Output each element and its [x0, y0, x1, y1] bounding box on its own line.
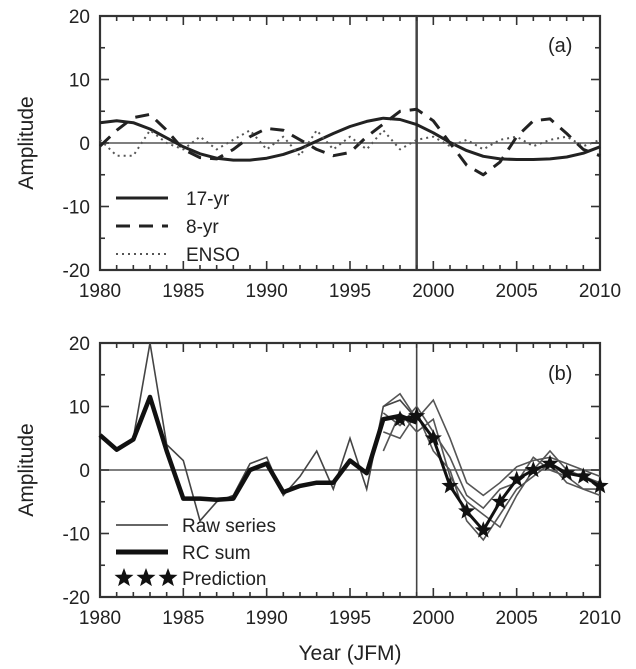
x-tick-label: 1990 [246, 281, 288, 302]
series-group-a [98, 107, 601, 177]
ensemble-line [382, 411, 601, 529]
y-axis-label-b: Amplitude [15, 423, 38, 516]
prediction-star-point [574, 467, 592, 484]
legend-label-enso: ENSO [186, 245, 240, 266]
x-tick-label: 1980 [79, 281, 121, 302]
prediction-star-point [424, 429, 442, 446]
prediction-star-point [441, 476, 459, 494]
legend-b: Raw series RC sum Prediction [114, 516, 276, 590]
x-axis-label: Year (JFM) [298, 642, 401, 665]
y-tick-label: -20 [63, 588, 90, 609]
panel-b: 1980 1985 1990 1995 2000 2005 2010-20-1001020 … [15, 334, 621, 665]
prediction-star-point [458, 502, 476, 519]
x-tick-label: 2005 [496, 281, 538, 302]
legend-label-17yr: 17-yr [186, 189, 230, 210]
y-tick-label: 10 [69, 398, 90, 419]
x-tick-label: 1985 [162, 281, 204, 302]
y-tick-label: 0 [79, 134, 90, 155]
x-tick-label: 1995 [329, 608, 371, 629]
prediction-star-point [558, 464, 576, 481]
x-tick-label: 1980 [79, 608, 121, 629]
prediction-star-point [524, 461, 542, 478]
series-group-b [98, 342, 609, 542]
x-tick-label: 1985 [162, 608, 204, 629]
legend-label-prediction: Prediction [182, 569, 267, 590]
legend-a: 17-yr 8-yr ENSO [116, 189, 240, 266]
legend-label-raw: Raw series [182, 516, 276, 537]
series-enso-line [99, 129, 601, 157]
x-tick-label: 2000 [412, 281, 454, 302]
legend-label-rc: RC sum [182, 543, 251, 564]
series-rc-sum-line [98, 394, 418, 503]
legend-swatch-prediction [114, 568, 178, 587]
y-tick-label: 20 [69, 334, 90, 355]
legend-star-marker [136, 568, 156, 587]
series-17yr-line [99, 116, 601, 162]
ticks-b: 1980 1985 1990 1995 2000 2005 2010 -20 -10 0 10 20 [63, 334, 622, 629]
panel-a: 1980 1985 1990 1995 2000 2005 2010-20-1001020 … [15, 7, 621, 302]
x-tick-label: 1990 [246, 608, 288, 629]
x-tick-label: 2005 [496, 608, 538, 629]
prediction-star-point [391, 410, 409, 427]
x-tick-label: 2000 [412, 608, 454, 629]
legend-star-marker [114, 568, 134, 587]
panel-label-b: (b) [548, 363, 572, 385]
y-tick-label: 20 [69, 7, 90, 28]
y-tick-label: 10 [69, 71, 90, 92]
panel-label-a: (a) [548, 35, 572, 57]
prediction-star-point [541, 454, 559, 471]
y-tick-label: 0 [79, 461, 90, 482]
prediction-star-point [491, 492, 509, 509]
x-tick-label: 2010 [579, 281, 621, 302]
legend-label-8yr: 8-yr [186, 217, 219, 238]
x-tick-label: 2010 [579, 608, 621, 629]
series-raw-line [99, 342, 418, 523]
x-tick-label: 1995 [329, 281, 371, 302]
prediction-star-point [474, 521, 492, 538]
y-tick-label: -10 [63, 198, 90, 219]
legend-star-marker [158, 568, 178, 587]
prediction-star-point [591, 476, 609, 494]
y-tick-label: -10 [63, 525, 90, 546]
y-axis-label-a: Amplitude [15, 96, 38, 189]
ticks-a: 1980 1985 1990 1995 2000 2005 2010 -20 -10 0 10 20 [63, 7, 622, 302]
prediction-star-point [508, 470, 526, 487]
prediction-star-point [408, 407, 426, 424]
y-tick-label: -20 [63, 261, 90, 282]
